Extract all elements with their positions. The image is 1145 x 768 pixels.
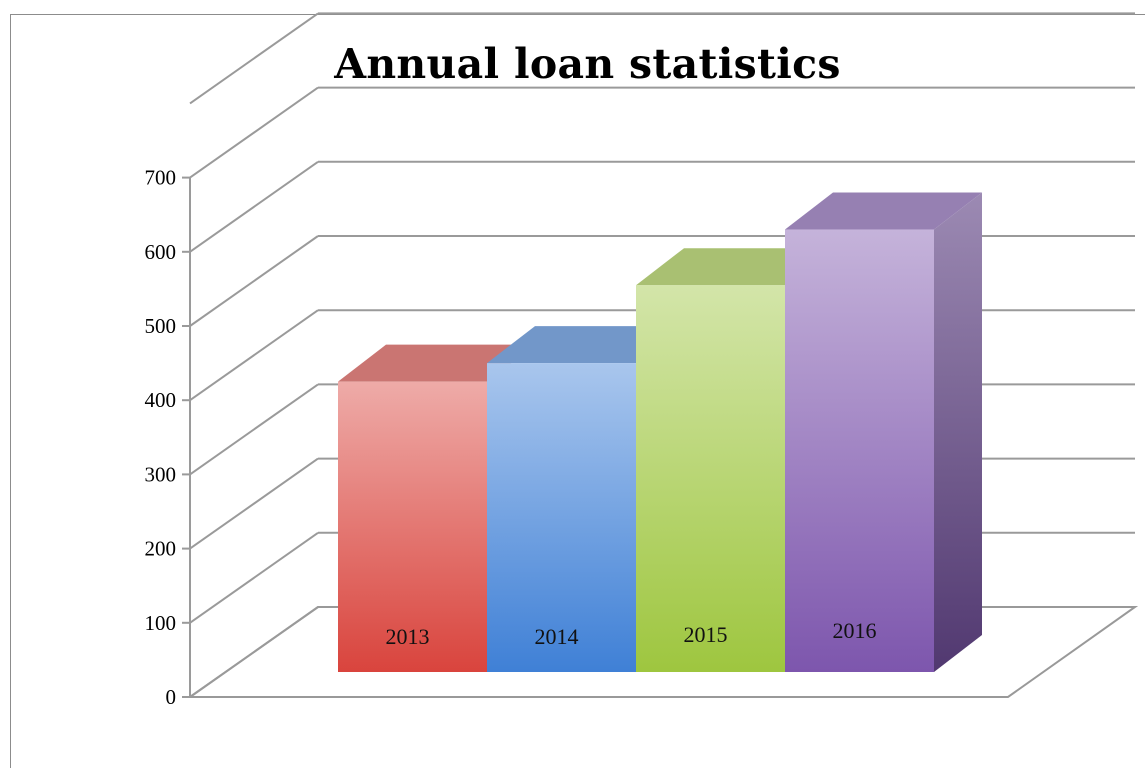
side-gridline: [189, 531, 319, 624]
side-gridline: [189, 457, 319, 550]
side-gridline: [189, 606, 319, 698]
bar-2013: 2013: [338, 344, 535, 672]
bar-2015: 2015: [636, 248, 833, 672]
bar-top-face: [338, 344, 535, 382]
bar-top-face: [487, 326, 684, 364]
y-tick-label: 600: [145, 240, 177, 264]
bar-top-face: [785, 192, 982, 230]
bar-label: 2015: [684, 622, 728, 647]
bar-front-face: [785, 229, 934, 673]
bar-side-face: [934, 192, 982, 673]
side-gridline: [189, 235, 319, 327]
side-gridline: [189, 12, 319, 105]
y-tick-label: 0: [166, 685, 177, 709]
side-gridline: [189, 383, 319, 476]
bar-front-face: [338, 381, 487, 672]
side-gridline: [189, 86, 319, 179]
y-tick-label: 500: [145, 314, 177, 338]
y-tick-label: 100: [145, 611, 177, 635]
y-tick-label: 700: [145, 166, 177, 190]
y-tick-label: 300: [145, 462, 177, 486]
bar-label: 2013: [386, 624, 430, 649]
bar-label: 2014: [535, 624, 579, 649]
side-gridline: [189, 309, 319, 402]
bar-2014: 2014: [487, 326, 684, 672]
bar-front-face: [636, 285, 785, 672]
bar-front-face: [487, 363, 636, 672]
y-tick-label: 200: [145, 537, 177, 561]
y-tick-label: 400: [145, 388, 177, 412]
bar-top-face: [636, 248, 833, 286]
bar-2016: 2016: [785, 192, 982, 673]
side-gridline: [189, 160, 319, 253]
chart-title: Annual loan statistics: [334, 40, 841, 88]
bar-label: 2016: [833, 618, 877, 643]
